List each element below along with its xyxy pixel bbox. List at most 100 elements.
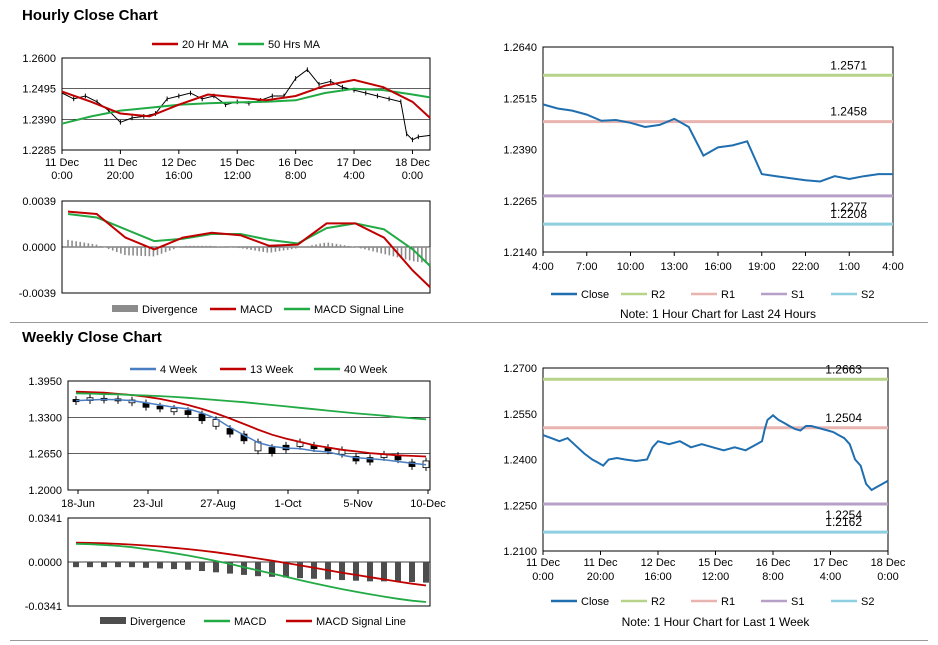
weekly-sr-ytick: 1.2550 <box>503 409 537 421</box>
weekly-price-xtick: 5-Nov <box>343 498 373 510</box>
weekly-sr-legend-s1-label: S1 <box>791 596 804 608</box>
weekly-price-candle-body <box>268 447 276 454</box>
hourly-price-ytick: 1.2390 <box>22 114 56 126</box>
weekly-sr-xtick-date: 17 Dec <box>813 557 848 569</box>
hourly-sr-xtick: 16:00 <box>704 261 732 273</box>
hourly-price-xtick-date: 17 Dec <box>337 157 372 169</box>
hourly-price-xtick-date: 11 Dec <box>103 157 138 169</box>
hourly-price-xtick-date: 11 Dec <box>45 157 80 169</box>
hourly-sr-xtick: 4:00 <box>532 261 553 273</box>
weekly-macd-legend-divergence-label: Divergence <box>130 616 186 628</box>
weekly-section-title: Weekly Close Chart <box>22 329 162 346</box>
hourly-price-50hr-ma-line <box>61 87 431 125</box>
weekly-macd-divergence-bar <box>367 562 373 582</box>
weekly-sr-level-label-r1: 1.2504 <box>825 411 862 425</box>
weekly-sr-level-label-s1: 1.2254 <box>825 508 862 522</box>
weekly-price-xtick: 27-Aug <box>200 498 235 510</box>
hourly-macd-legend-divergence-label: Divergence <box>142 304 198 316</box>
weekly-price-ytick: 1.3300 <box>28 412 62 424</box>
hourly-sr-xtick: 13:00 <box>660 261 688 273</box>
weekly-macd-divergence-bar <box>409 562 415 582</box>
hourly-macd-ytick: 0.0039 <box>22 196 56 208</box>
weekly-macd-divergence-bar <box>101 562 107 568</box>
weekly-macd-divergence-bar <box>241 562 247 575</box>
weekly-macd-ytick: 0.0000 <box>28 557 62 569</box>
hourly-sr-level-label-r2: 1.2571 <box>830 58 867 72</box>
hourly-section-title: Hourly Close Chart <box>22 7 158 24</box>
hourly-price-xtick-time: 16:00 <box>165 170 193 182</box>
weekly-macd-legend-divergence-swatch <box>100 617 126 624</box>
hourly-price-ytick: 1.2285 <box>22 145 56 157</box>
hourly-price-ytick: 1.2600 <box>22 53 56 65</box>
weekly-sr-ytick: 1.2250 <box>503 500 537 512</box>
weekly-macd-divergence-bar <box>353 562 359 581</box>
weekly-macd-line <box>75 543 427 603</box>
weekly-sr-close-line <box>542 413 889 492</box>
weekly-sr-xtick-time: 0:00 <box>877 571 898 583</box>
weekly-macd-ytick: -0.0341 <box>25 601 62 613</box>
weekly-sr-note: Note: 1 Hour Chart for Last 1 Week <box>622 615 811 629</box>
weekly-macd-divergence-bar <box>255 562 261 577</box>
weekly-macd-divergence-bar <box>199 562 205 572</box>
weekly-macd-legend-macd-label: MACD <box>234 616 266 628</box>
weekly-macd-divergence-bar <box>283 562 289 578</box>
weekly-macd-divergence-bar <box>297 562 303 579</box>
hourly-sr-legend-s2-label: S2 <box>861 289 874 301</box>
weekly-sr-ytick: 1.2100 <box>503 546 537 558</box>
weekly-macd-divergence-bar <box>129 562 135 568</box>
weekly-price-legend-13week-label: 13 Week <box>250 364 294 376</box>
hourly-price-xtick-time: 0:00 <box>51 170 72 182</box>
hourly-price-xtick-time: 12:00 <box>223 170 251 182</box>
weekly-price-candle-body <box>198 413 206 422</box>
hourly-sr-xtick: 22:00 <box>792 261 820 273</box>
hourly-sr-ytick: 1.2640 <box>503 42 537 54</box>
weekly-sr-xtick-date: 11 Dec <box>526 557 561 569</box>
weekly-macd-divergence-bar <box>227 562 233 574</box>
weekly-macd-divergence-bar <box>213 562 219 573</box>
hourly-sr-legend-s1-label: S1 <box>791 289 804 301</box>
weekly-sr-xtick-date: 11 Dec <box>583 557 618 569</box>
hourly-macd-line <box>67 210 431 288</box>
hourly-price-xtick-date: 15 Dec <box>220 157 255 169</box>
weekly-sr-legend-s2-label: S2 <box>861 596 874 608</box>
weekly-sr-xtick-time: 12:00 <box>702 571 730 583</box>
weekly-price-40week-line <box>75 392 427 421</box>
weekly-macd-divergence-bar <box>73 562 79 568</box>
weekly-sr-xtick-time: 4:00 <box>820 571 841 583</box>
weekly-sr-legend-r2-label: R2 <box>651 596 665 608</box>
weekly-sr-xtick-time: 8:00 <box>762 571 783 583</box>
hourly-sr-legend-r2-label: R2 <box>651 289 665 301</box>
hourly-sr-legend-close-label: Close <box>581 289 609 301</box>
hourly-price-xtick-date: 18 Dec <box>395 157 430 169</box>
weekly-macd-signal-line <box>75 541 427 587</box>
weekly-macd-divergence-bar <box>171 562 177 570</box>
weekly-sr-level-label-r2: 1.2663 <box>825 362 862 376</box>
weekly-price-candle-body <box>184 410 192 415</box>
weekly-macd-divergence-bar <box>423 562 429 583</box>
hourly-price-xtick-time: 20:00 <box>107 170 135 182</box>
weekly-sr-legend-close-label: Close <box>581 596 609 608</box>
weekly-sr-xtick-time: 16:00 <box>644 571 672 583</box>
hourly-sr-xtick: 4:00 <box>882 261 903 273</box>
hourly-macd-legend-macd-label: MACD <box>240 304 272 316</box>
weekly-price-4week-line <box>75 398 427 466</box>
weekly-price-xtick: 1-Oct <box>275 498 302 510</box>
weekly-price-13week-line <box>75 390 427 458</box>
weekly-macd-ytick: 0.0341 <box>28 513 62 525</box>
hourly-sr-xtick: 10:00 <box>617 261 645 273</box>
weekly-price-candle-body <box>212 419 220 427</box>
weekly-price-xtick: 23-Jul <box>133 498 163 510</box>
weekly-macd-divergence-bar <box>87 562 93 568</box>
hourly-sr-xtick: 19:00 <box>748 261 776 273</box>
weekly-price-ytick: 1.2000 <box>28 485 62 497</box>
weekly-price-candle-body <box>352 456 360 462</box>
weekly-sr-ytick: 1.2700 <box>503 363 537 375</box>
weekly-macd-divergence-bar <box>269 562 275 577</box>
hourly-macd-ytick: -0.0039 <box>19 288 56 300</box>
hourly-sr-ytick: 1.2140 <box>503 247 537 259</box>
hourly-sr-xtick: 7:00 <box>576 261 597 273</box>
hourly-sr-level-label-r1: 1.2458 <box>830 105 867 119</box>
weekly-macd-legend-signal-label: MACD Signal Line <box>316 616 406 628</box>
weekly-price-candle-body <box>366 457 374 463</box>
